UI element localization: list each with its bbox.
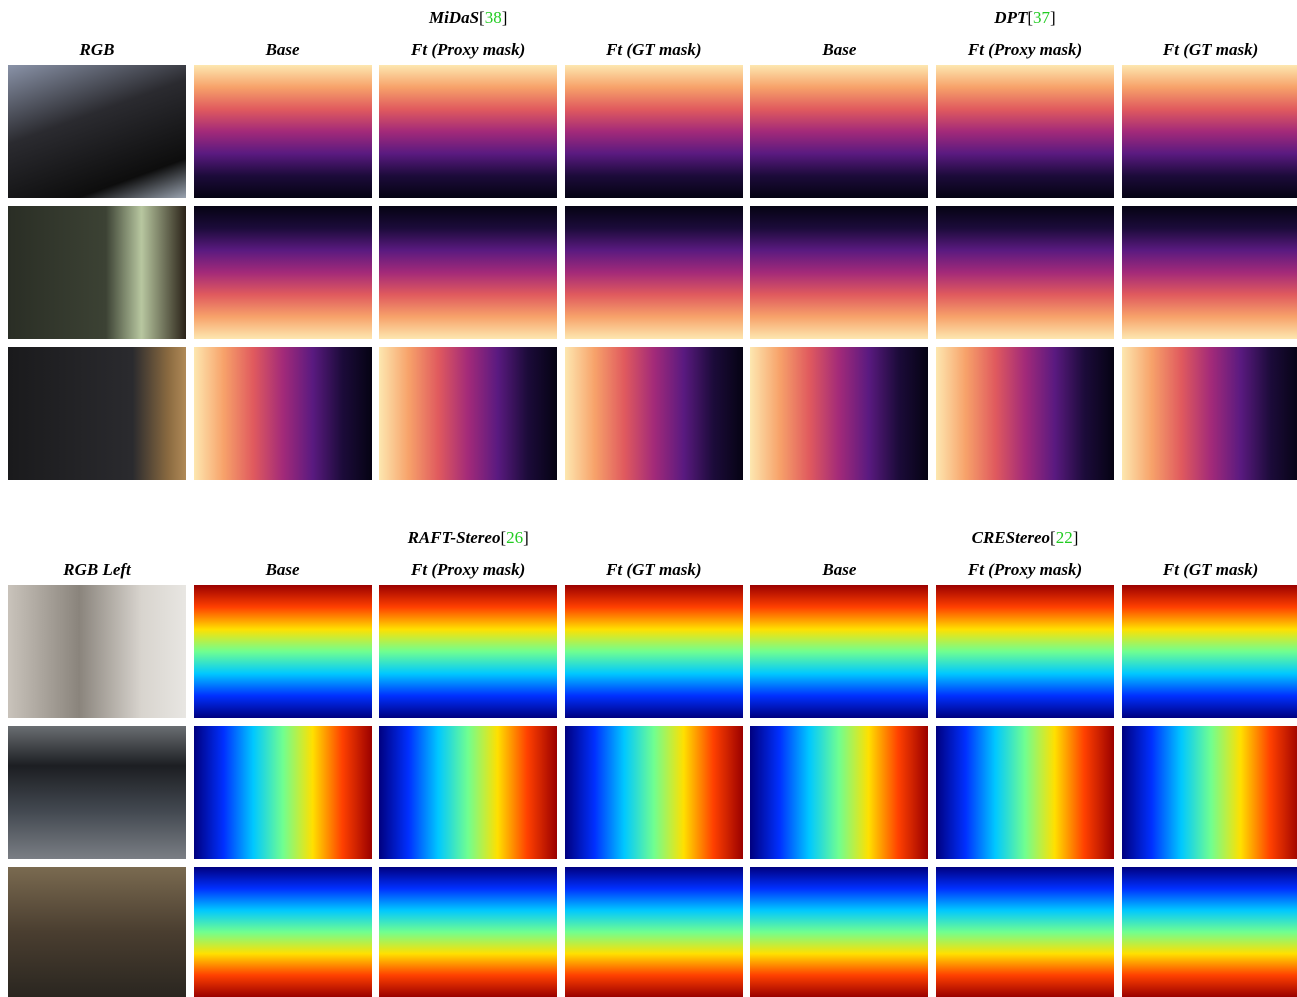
column-header: Ft (Proxy mask) — [411, 560, 526, 579]
prediction-image — [564, 206, 743, 339]
column-header: Base — [265, 40, 300, 59]
citation-bracket: ] — [1072, 528, 1079, 547]
method-name: RAFT-Stereo — [407, 528, 501, 547]
citation-number: 38 — [484, 8, 502, 27]
prediction-image — [750, 347, 929, 480]
column-header: Ft (GT mask) — [606, 560, 702, 579]
column-header: Base — [265, 560, 300, 579]
prediction-image — [193, 65, 372, 198]
column-header: RGB — [79, 40, 115, 59]
prediction-image — [750, 867, 929, 997]
prediction-image — [379, 206, 558, 339]
group-title: CREStereo[22] — [875, 528, 1175, 548]
prediction-image — [936, 347, 1114, 480]
column-header: Base — [822, 560, 857, 579]
prediction-image — [193, 206, 372, 339]
citation-bracket: ] — [1050, 8, 1056, 27]
column-header: Ft (Proxy mask) — [967, 40, 1083, 59]
citation-number: 37 — [1033, 8, 1051, 27]
citation: [38] — [479, 8, 507, 27]
citation-bracket: ] — [523, 528, 529, 547]
prediction-image — [750, 726, 929, 859]
group-title: RAFT-Stereo[26] — [318, 528, 618, 548]
citation-number: 22 — [1055, 528, 1073, 547]
input-image — [8, 867, 186, 997]
prediction-image — [193, 726, 372, 859]
column-header: Ft (Proxy mask) — [411, 40, 526, 59]
input-image — [8, 206, 186, 339]
group-title: DPT[37] — [875, 8, 1175, 28]
citation-bracket: ] — [501, 8, 508, 27]
input-image — [8, 726, 186, 859]
prediction-image — [564, 726, 743, 859]
prediction-image — [564, 347, 743, 480]
prediction-image — [193, 867, 372, 997]
citation-bracket: [ — [1027, 8, 1034, 27]
group-title: MiDaS[38] — [318, 8, 618, 28]
column-header: Ft (GT mask) — [1162, 40, 1259, 59]
prediction-image — [193, 347, 372, 480]
prediction-image — [379, 867, 558, 997]
prediction-image — [936, 585, 1114, 718]
method-name: DPT — [994, 8, 1028, 27]
input-image — [8, 585, 186, 718]
prediction-image — [564, 585, 743, 718]
prediction-image — [564, 65, 743, 198]
citation-bracket: [ — [500, 528, 507, 547]
prediction-image — [750, 65, 929, 198]
input-image — [8, 65, 186, 198]
prediction-image — [379, 65, 558, 198]
prediction-image — [379, 585, 558, 718]
column-header: Ft (GT mask) — [1162, 560, 1259, 579]
prediction-image — [750, 206, 929, 339]
prediction-image — [936, 867, 1114, 997]
prediction-image — [936, 206, 1114, 339]
citation-number: 26 — [506, 528, 524, 547]
column-header: RGB Left — [63, 560, 131, 579]
prediction-image — [379, 347, 558, 480]
prediction-image — [936, 65, 1114, 198]
citation-bracket: [ — [1050, 528, 1056, 547]
prediction-image — [750, 585, 929, 718]
prediction-image — [1121, 206, 1297, 339]
prediction-image — [1121, 867, 1297, 997]
input-image — [8, 347, 186, 480]
column-header: Ft (Proxy mask) — [967, 560, 1083, 579]
prediction-image — [1121, 65, 1297, 198]
column-header: Ft (GT mask) — [606, 40, 702, 59]
citation: [37] — [1027, 8, 1055, 27]
method-name: CREStereo — [971, 528, 1051, 547]
method-name: MiDaS — [428, 8, 480, 27]
citation-bracket: [ — [479, 8, 485, 27]
prediction-image — [564, 867, 743, 997]
prediction-image — [193, 585, 372, 718]
citation: [22] — [1050, 528, 1078, 547]
prediction-image — [379, 726, 558, 859]
prediction-image — [1121, 347, 1297, 480]
prediction-image — [936, 726, 1114, 859]
column-header: Base — [822, 40, 857, 59]
citation: [26] — [500, 528, 528, 547]
prediction-image — [1121, 585, 1297, 718]
prediction-image — [1121, 726, 1297, 859]
